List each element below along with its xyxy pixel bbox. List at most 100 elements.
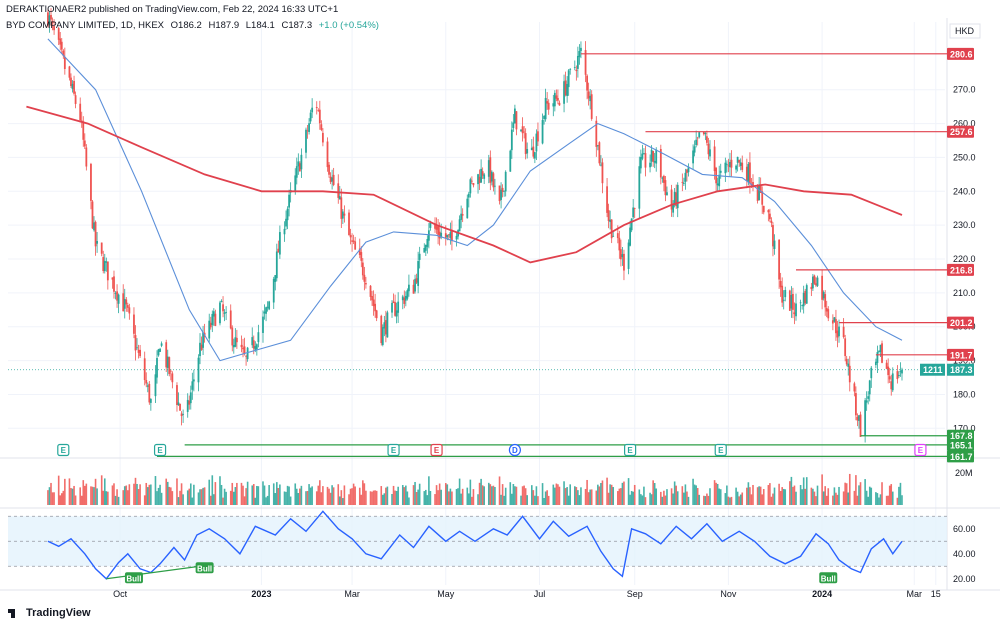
volume-bar [191,497,194,505]
support-level-badge [947,438,974,451]
bull-label: Bull [821,574,836,583]
candle-body [759,184,762,194]
price-tick-label: 180.0 [953,389,976,399]
currency-box[interactable] [949,23,981,39]
earnings-marker[interactable] [714,443,727,457]
volume-bar [94,478,97,505]
candle-body [394,302,396,316]
volume-bar [543,497,545,505]
volume-bar [254,497,257,505]
earnings-marker[interactable] [57,443,70,457]
candle-body [752,181,754,188]
candle-body [427,230,430,241]
candle-body [533,152,536,159]
volume-bar [865,490,868,505]
volume-bar [385,487,387,505]
volume-bar [352,483,355,505]
volume-bar [299,488,301,505]
volume-bar [663,490,665,505]
resistance-level-label: 201.2 [950,318,973,328]
earnings-marker[interactable] [624,443,637,457]
volume-bar [716,483,719,505]
symbol-title[interactable]: BYD COMPANY LIMITED, 1D, HKEX [6,20,165,31]
volume-bar [170,487,172,505]
volume-bar [586,479,588,505]
candle-body [220,301,223,302]
volume-bar [236,482,238,505]
event-marker-label: E [918,446,924,455]
volume-bar [326,486,329,505]
volume-bar [305,491,307,505]
candle-body [836,330,839,338]
candle-body [315,107,318,109]
earnings-marker[interactable] [153,443,167,457]
candle-body [449,232,452,238]
volume-bar [96,488,98,505]
volume-bar [901,495,903,505]
candle-body [553,92,556,107]
price-tick-label: 250.0 [953,152,976,162]
volume-bar [125,485,128,505]
candle-body [590,94,593,119]
volume-bar [580,487,582,505]
volume-bar [601,480,604,505]
candle-body [47,12,49,26]
volume-bar [868,486,871,505]
candle-body [596,145,599,147]
tradingview-logo[interactable]: TradingView [8,607,91,619]
volume-bar [469,479,472,505]
earnings-marker[interactable] [430,443,443,457]
volume-bar [718,488,720,505]
candle-body [169,370,172,372]
volume-bar [272,483,275,505]
candle-body [59,38,62,45]
volume-bar [804,488,807,505]
volume-bar [569,484,571,505]
candle-body [214,313,217,326]
volume-bar [885,495,888,505]
volume-bar [650,494,653,505]
volume-bar [423,491,426,505]
candle-body [149,398,152,403]
candle-body [698,132,701,138]
dividend-marker[interactable] [508,443,522,457]
candle-body [294,175,297,192]
candle-body [868,380,871,395]
candle-body [824,294,827,308]
volume-bar [547,495,550,505]
volume-bar [793,485,796,505]
candle-body [277,248,280,253]
volume-bar [403,487,406,505]
candle-body [649,162,651,168]
candle-body [202,332,204,348]
candle-body [567,70,570,88]
moving-average-long-line [26,105,903,264]
candle-body [417,261,420,286]
x-tick-label: 2024 [812,589,832,599]
resistance-level-label: 216.8 [950,265,973,275]
volume-bar [160,492,163,505]
volume-bar [168,486,171,505]
volume-bar [328,488,330,505]
candle-body [673,191,676,206]
candle-body [365,283,367,285]
candle-body [343,213,346,216]
volume-bar [687,496,690,505]
volume-bar [306,490,309,505]
candle-body [424,245,427,251]
candle-body [630,218,633,231]
candle-body [166,356,169,368]
volume-bar [767,485,770,505]
volume-bar [200,489,203,505]
volume-bar [784,489,787,505]
earnings-marker[interactable] [914,443,927,457]
volume-bar [825,495,828,505]
volume-bar [778,483,780,505]
volume-bar [641,495,644,505]
volume-bar [472,489,475,505]
volume-bar [111,485,114,505]
candle-body [114,293,117,295]
candle-body [351,240,353,242]
earnings-marker[interactable] [387,443,400,457]
